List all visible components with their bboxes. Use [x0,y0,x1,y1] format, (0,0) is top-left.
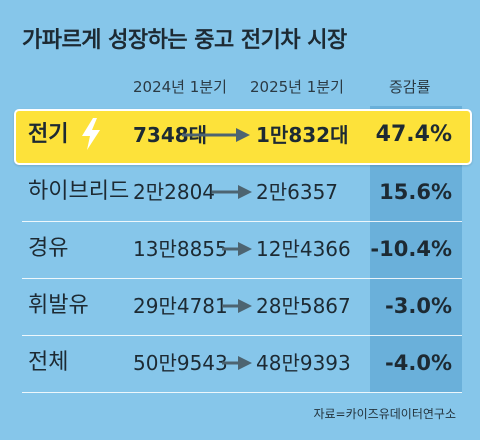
value-2025: 28만5867 [256,294,351,318]
right-arrow-icon [182,128,250,142]
rate-value: -10.4% [370,237,452,261]
row-divider [22,278,462,279]
value-2025: 12만4366 [256,237,351,261]
table-row-diesel: 경유 13만8855 12만4366 -10.4% [0,229,480,269]
value-2024: 29만4781 [133,294,228,318]
value-2025: 48만9393 [256,351,351,375]
rate-value: 15.6% [379,180,452,204]
right-arrow-icon [222,356,252,370]
table-row-ev: 전기 7348대 1만832대 47.4% [0,115,480,155]
rate-value: -4.0% [385,351,452,375]
row-label: 전체 [28,350,69,375]
source-credit: 자료=카이즈유데이터연구소 [313,407,456,421]
row-divider [22,221,462,222]
column-header-rate: 증감률 [389,78,431,96]
row-label: 휘발유 [28,293,89,318]
value-2024: 2만2804 [133,180,216,204]
row-divider [22,392,462,393]
right-arrow-icon [222,242,252,256]
right-arrow-icon [212,185,252,199]
row-divider [22,335,462,336]
row-label: 경유 [28,236,69,261]
table-row-hybrid: 하이브리드 2만2804 2만6357 15.6% [0,172,480,212]
value-2025: 2만6357 [256,180,339,204]
row-label: 전기 [28,122,69,147]
table-row-gasoline: 휘발유 29만4781 28만5867 -3.0% [0,286,480,326]
lightning-bolt-icon [82,118,100,150]
value-2025: 1만832대 [256,123,349,147]
rate-value: 47.4% [375,122,452,147]
value-2024: 13만8855 [133,237,228,261]
table-row-total: 전체 50만9543 48만9393 -4.0% [0,343,480,383]
column-header-2024: 2024년 1분기 [133,78,227,96]
row-label: 하이브리드 [28,179,130,204]
page-title: 가파르게 성장하는 중고 전기차 시장 [22,28,347,53]
value-2024: 50만9543 [133,351,228,375]
right-arrow-icon [222,299,252,313]
column-header-2025: 2025년 1분기 [250,78,344,96]
rate-value: -3.0% [385,294,452,318]
